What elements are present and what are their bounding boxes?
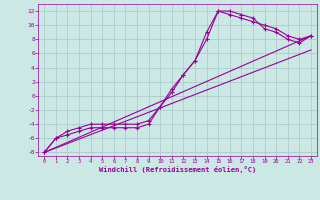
X-axis label: Windchill (Refroidissement éolien,°C): Windchill (Refroidissement éolien,°C) — [99, 166, 256, 173]
